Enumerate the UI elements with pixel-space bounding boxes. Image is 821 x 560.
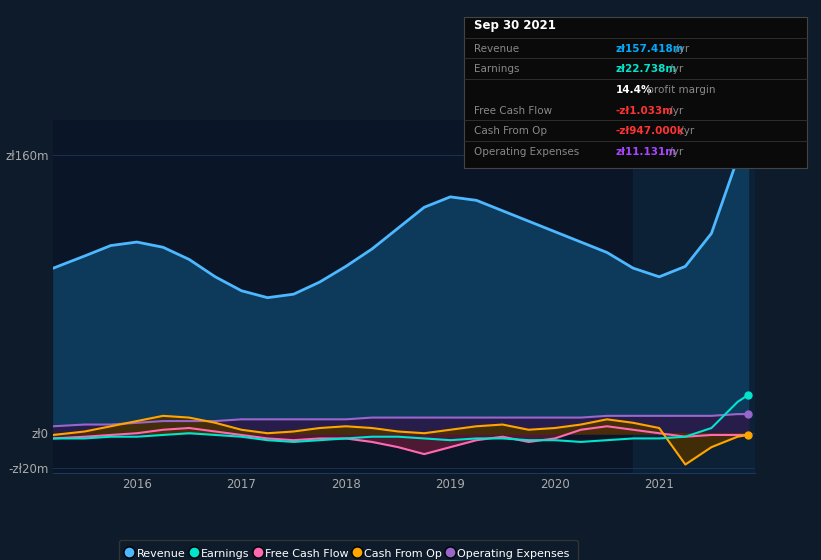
Text: Earnings: Earnings	[474, 64, 519, 74]
Text: /yr: /yr	[666, 106, 683, 116]
Text: Revenue: Revenue	[474, 44, 519, 54]
Text: /yr: /yr	[677, 127, 695, 137]
Text: 14.4%: 14.4%	[616, 85, 652, 95]
Text: Free Cash Flow: Free Cash Flow	[474, 106, 552, 116]
Text: Sep 30 2021: Sep 30 2021	[474, 19, 556, 32]
Text: -zł1.033m: -zł1.033m	[616, 106, 674, 116]
Text: profit margin: profit margin	[644, 85, 715, 95]
Bar	[633, 120, 755, 473]
Text: zł11.131m: zł11.131m	[616, 147, 677, 157]
Text: Cash From Op: Cash From Op	[474, 127, 547, 137]
Text: zł22.738m: zł22.738m	[616, 64, 677, 74]
Text: Operating Expenses: Operating Expenses	[474, 147, 579, 157]
Text: /yr: /yr	[666, 64, 683, 74]
Text: /yr: /yr	[672, 44, 689, 54]
Text: /yr: /yr	[666, 147, 683, 157]
Text: -zł947.000k: -zł947.000k	[616, 127, 685, 137]
Text: zł157.418m: zł157.418m	[616, 44, 685, 54]
Legend: Revenue, Earnings, Free Cash Flow, Cash From Op, Operating Expenses: Revenue, Earnings, Free Cash Flow, Cash …	[119, 540, 578, 560]
